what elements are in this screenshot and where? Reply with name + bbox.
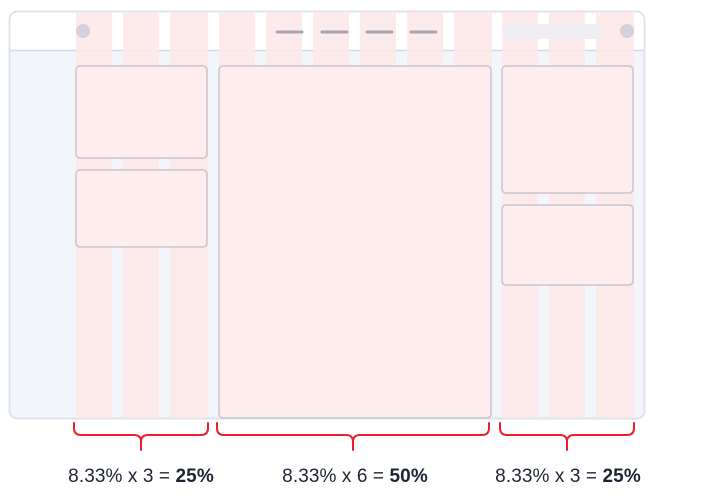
right-column-result: 25%	[602, 466, 641, 487]
left-column-formula: 8.33% x 3 =	[68, 466, 176, 487]
right-card-1	[501, 65, 634, 194]
left-card-2	[75, 169, 208, 248]
left-column-result: 25%	[175, 466, 214, 487]
right-column-formula: 8.33% x 3 =	[495, 466, 603, 487]
window-dot-right-icon	[620, 24, 634, 38]
center-column-result: 50%	[389, 466, 428, 487]
main-card	[218, 65, 492, 419]
right-card-2	[501, 204, 634, 286]
brackets	[73, 422, 635, 451]
left-column-label: 8.33% x 3 = 25%	[68, 466, 214, 488]
center-column-label: 8.33% x 6 = 50%	[282, 466, 428, 488]
right-column-label: 8.33% x 3 = 25%	[495, 466, 641, 488]
bracket-center	[216, 422, 490, 451]
left-card-1	[75, 65, 208, 159]
window-dot-left-icon	[76, 24, 90, 38]
center-column-formula: 8.33% x 6 =	[282, 466, 390, 487]
search-bar	[503, 24, 602, 39]
layout-cards	[75, 65, 634, 419]
bracket-left	[73, 422, 209, 451]
bracket-right	[499, 422, 635, 451]
